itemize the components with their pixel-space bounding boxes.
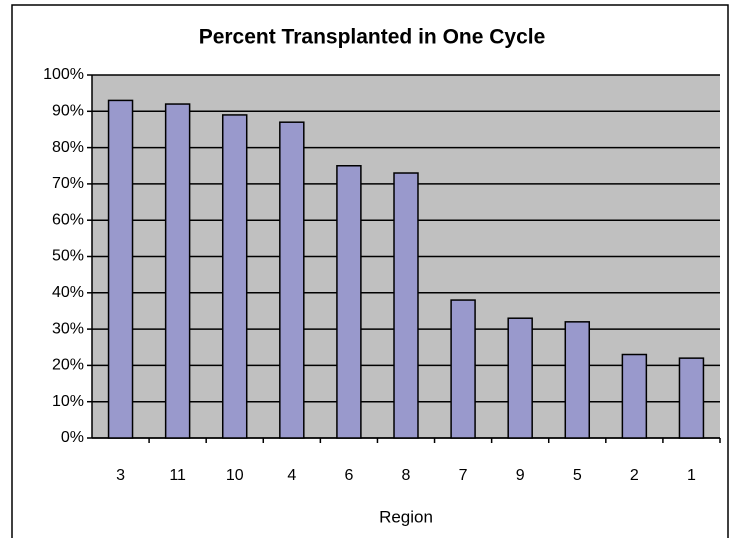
x-tick-label: 5 <box>573 467 582 484</box>
x-tick-label: 10 <box>226 467 244 484</box>
y-tick-label: 100% <box>43 66 84 83</box>
x-tick-label: 9 <box>516 467 525 484</box>
y-tick-label: 20% <box>52 357 84 374</box>
x-tick-label: 11 <box>169 467 186 484</box>
x-axis-label: Region <box>379 507 433 526</box>
x-tick-label: 6 <box>344 467 353 484</box>
bar <box>164 103 191 439</box>
y-tick-label: 50% <box>52 248 84 265</box>
x-tick-label: 4 <box>287 467 296 484</box>
bar <box>279 121 305 439</box>
x-tick-label: 7 <box>459 467 468 484</box>
y-tick-label: 40% <box>52 284 84 301</box>
bar <box>107 99 134 439</box>
y-tick-label: 80% <box>52 139 84 156</box>
y-tick-label: 70% <box>52 175 84 192</box>
x-tick-label: 1 <box>687 467 696 484</box>
bar <box>507 317 533 439</box>
bar <box>336 165 362 439</box>
bar <box>221 114 248 439</box>
y-tick-label: 10% <box>52 393 84 410</box>
y-tick-label: 60% <box>52 211 84 228</box>
bar <box>450 299 476 439</box>
bar <box>621 353 648 439</box>
chart-title: Percent Transplanted in One Cycle <box>199 26 546 49</box>
x-tick-label: 3 <box>116 467 125 484</box>
bar <box>393 172 419 439</box>
bar <box>678 357 705 439</box>
bar <box>564 321 591 439</box>
y-tick-label: 0% <box>61 429 84 446</box>
y-tick-label: 30% <box>52 320 84 337</box>
x-tick-label: 2 <box>630 467 639 484</box>
x-tick-label: 8 <box>402 467 411 484</box>
y-tick-label: 90% <box>52 103 84 120</box>
